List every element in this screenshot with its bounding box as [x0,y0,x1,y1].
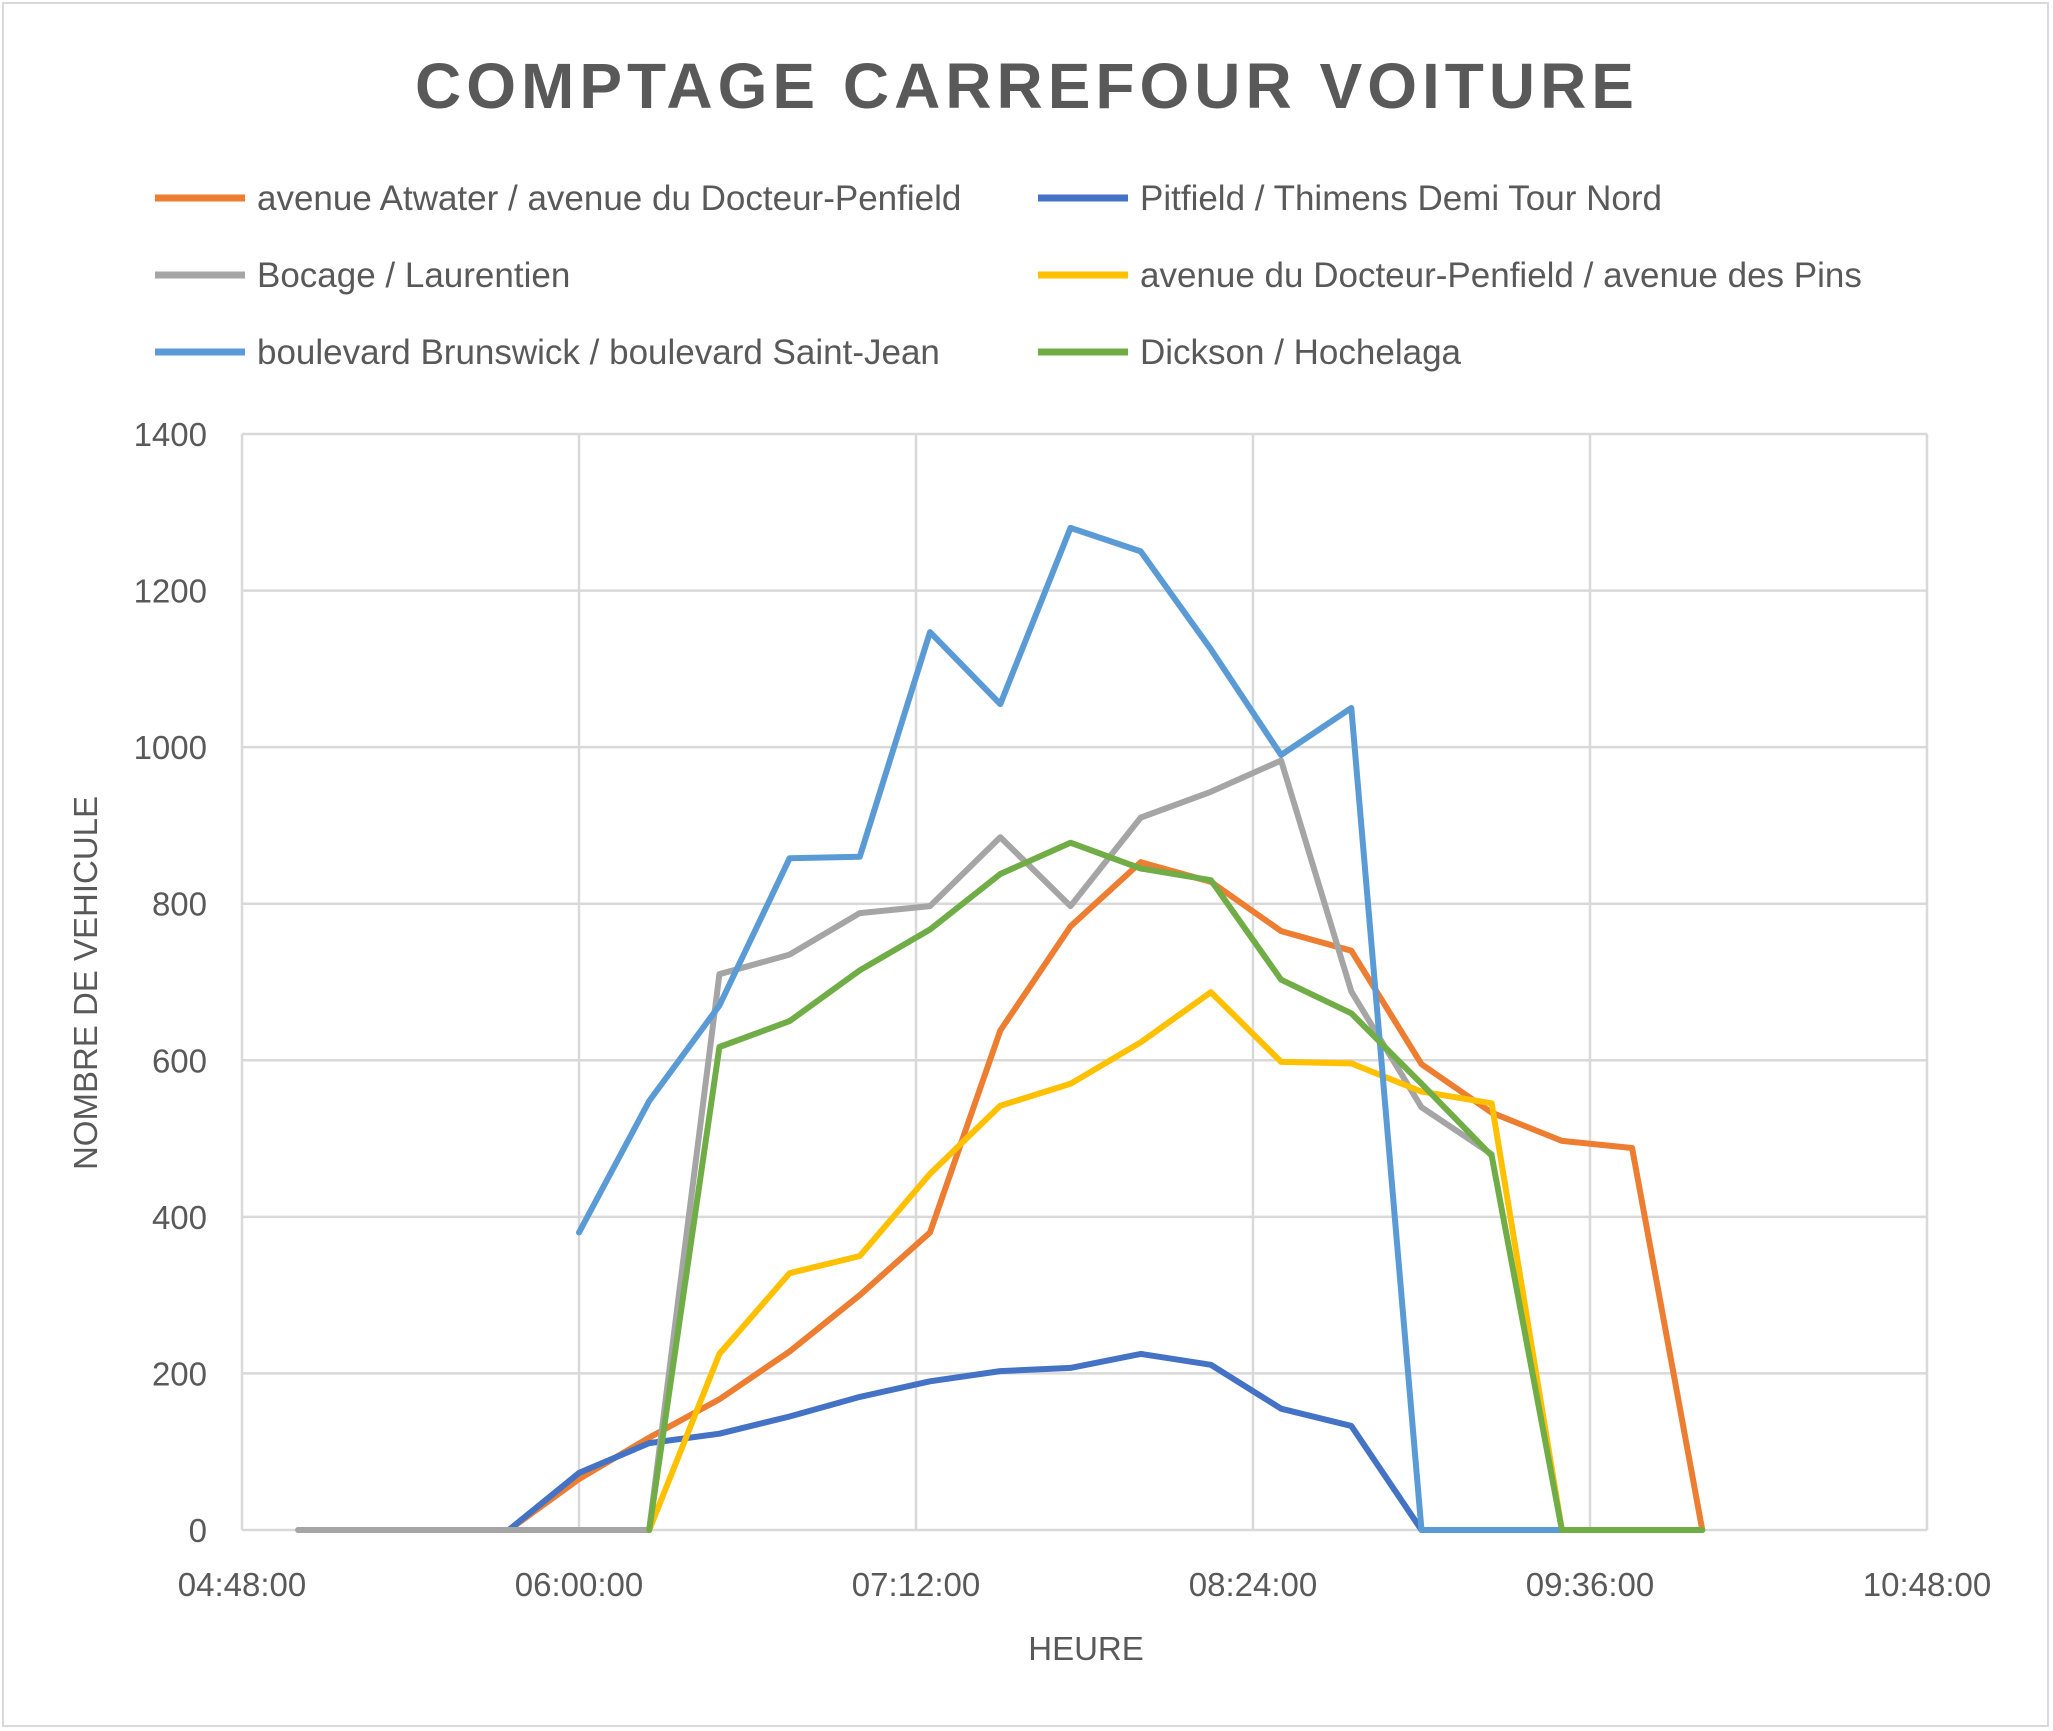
legend-label: avenue du Docteur-Penfield / avenue des … [1140,256,1862,295]
y-tick-label: 400 [152,1199,207,1236]
series-line-4 [646,989,1706,1533]
x-tick-label: 04:48:00 [178,1566,306,1603]
y-tick-label: 0 [189,1512,207,1549]
y-axis-title: NOMBRE DE VEHICULE [67,796,104,1170]
series-line-1 [295,859,1706,1533]
x-tick-label: 07:12:00 [852,1566,980,1603]
y-tick-label: 800 [152,886,207,923]
legend-label: boulevard Brunswick / boulevard Saint-Je… [257,333,940,372]
x-tick-label: 10:48:00 [1863,1566,1991,1603]
x-axis-ticks: 04:48:00 06:00:00 07:12:00 08:24:00 09:36:00… [178,1566,1991,1603]
legend-label: Pitfield / Thimens Demi Tour Nord [1140,179,1662,218]
series-lines [295,524,1706,1533]
series-line-3 [295,757,1495,1533]
legend-label: avenue Atwater / avenue du Docteur-Penfi… [257,179,961,218]
series-line-2 [505,1350,1425,1533]
chart-title: COMPTAGE CARREFOUR VOITURE [415,50,1639,122]
x-axis-title: HEURE [1028,1630,1144,1667]
x-tick-label: 06:00:00 [515,1566,643,1603]
x-tick-label: 08:24:00 [1189,1566,1317,1603]
y-tick-label: 1200 [134,573,207,610]
series-line-6 [646,839,1706,1533]
x-tick-label: 09:36:00 [1526,1566,1654,1603]
y-axis-ticks: 0 200 400 600 800 1000 1200 1400 [134,416,207,1549]
y-tick-label: 200 [152,1355,207,1392]
legend-label: Bocage / Laurentien [257,256,570,295]
legend: avenue Atwater / avenue du Docteur-Penfi… [155,179,1862,372]
series-line-5 [576,524,1565,1533]
y-tick-label: 1400 [134,416,207,453]
y-tick-label: 600 [152,1042,207,1079]
legend-label: Dickson / Hochelaga [1140,333,1462,372]
y-tick-label: 1000 [134,729,207,766]
